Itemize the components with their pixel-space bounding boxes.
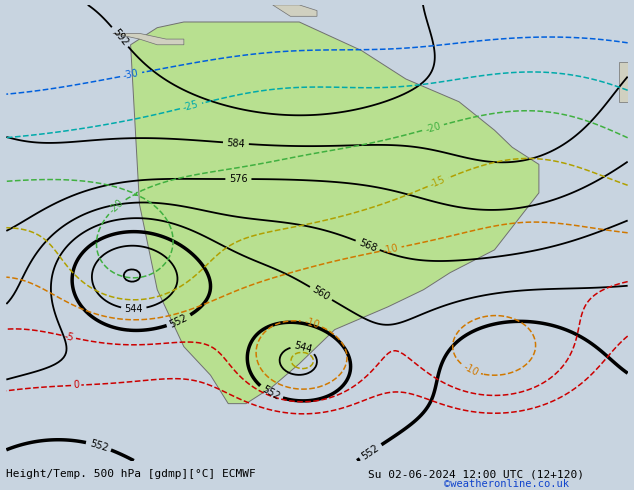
Text: 552: 552	[360, 442, 381, 461]
Text: -10: -10	[302, 316, 321, 330]
Text: 544: 544	[124, 304, 143, 314]
Text: 560: 560	[311, 284, 332, 302]
Text: -25: -25	[182, 99, 200, 113]
Text: 584: 584	[226, 138, 245, 149]
Text: 592: 592	[110, 26, 130, 48]
Text: -30: -30	[122, 68, 140, 81]
Text: -20: -20	[424, 121, 442, 135]
Text: Su 02-06-2024 12:00 UTC (12+120): Su 02-06-2024 12:00 UTC (12+120)	[368, 469, 584, 479]
Text: 544: 544	[293, 341, 314, 355]
Text: Height/Temp. 500 hPa [gdmp][°C] ECMWF: Height/Temp. 500 hPa [gdmp][°C] ECMWF	[6, 469, 256, 479]
Text: -10: -10	[382, 243, 399, 256]
Text: 552: 552	[88, 438, 109, 453]
Text: 552: 552	[168, 313, 190, 329]
Text: 568: 568	[357, 237, 378, 253]
Text: -5: -5	[63, 331, 75, 343]
Text: -15: -15	[429, 174, 448, 190]
Text: 576: 576	[229, 174, 248, 184]
Polygon shape	[131, 22, 539, 404]
Text: ©weatheronline.co.uk: ©weatheronline.co.uk	[444, 479, 569, 489]
Text: 552: 552	[260, 384, 281, 402]
Text: -20: -20	[108, 197, 126, 216]
Polygon shape	[113, 33, 184, 45]
Text: -10: -10	[461, 362, 480, 378]
Polygon shape	[619, 62, 628, 102]
Polygon shape	[273, 5, 317, 16]
Text: 0: 0	[73, 380, 79, 391]
